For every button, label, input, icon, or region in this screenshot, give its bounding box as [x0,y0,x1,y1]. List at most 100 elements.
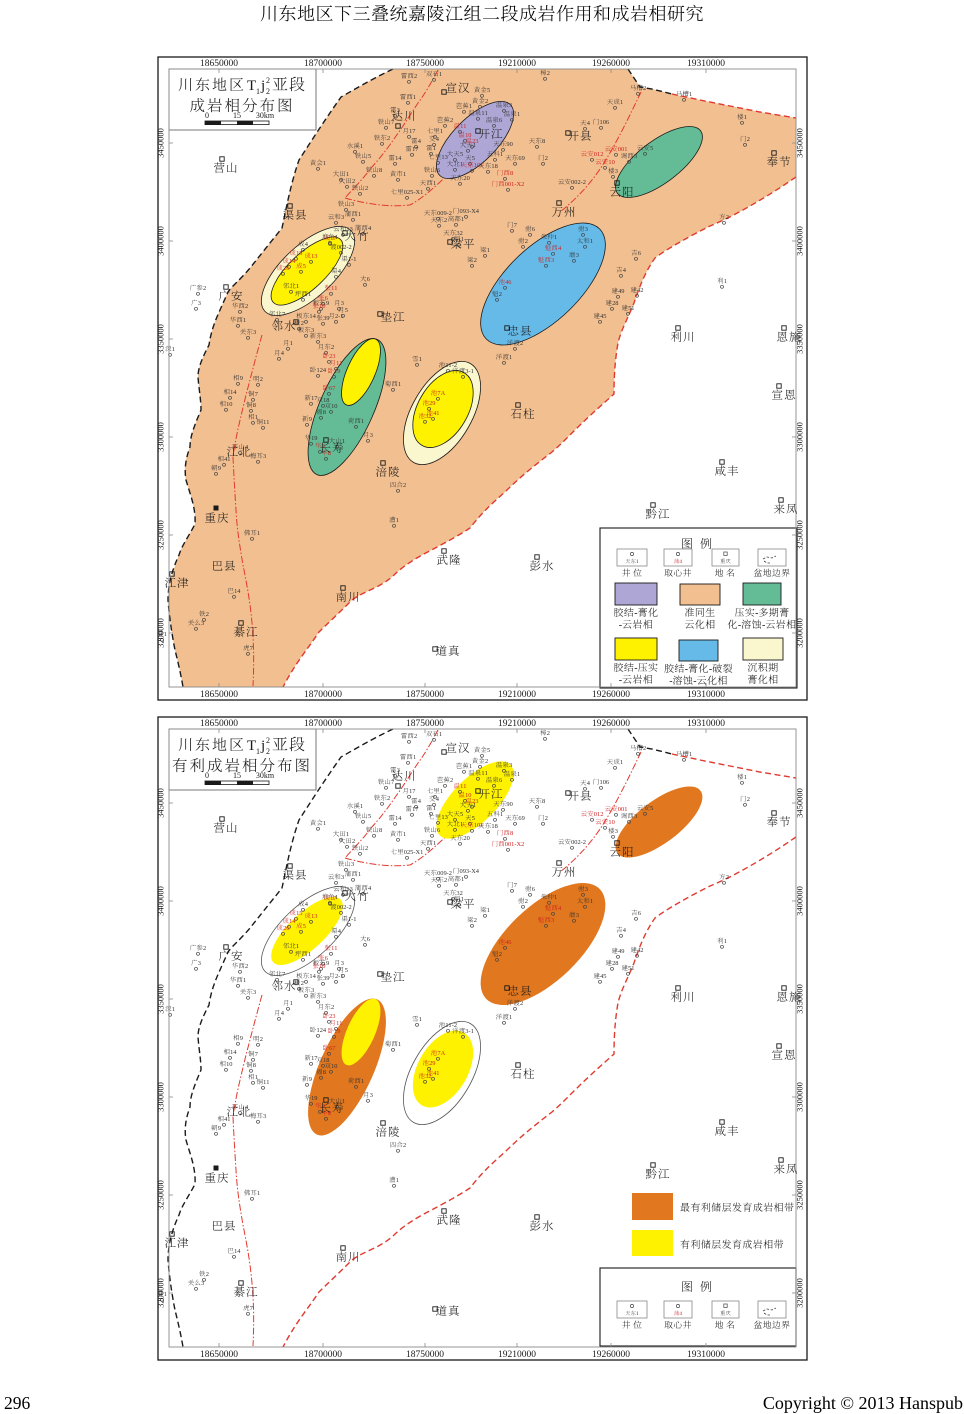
svg-text:17: 17 [311,1055,318,1062]
svg-text:10: 10 [465,792,471,799]
svg-text:6: 6 [437,167,440,174]
svg-text:13: 13 [346,226,352,233]
svg-text:6: 6 [367,936,370,943]
svg-text:1: 1 [439,731,442,738]
svg-text:1: 1 [396,517,399,524]
svg-text:1: 1 [290,1000,293,1007]
svg-text:15: 15 [296,910,302,917]
svg-text:3: 3 [253,329,256,336]
svg-text:2: 2 [203,285,206,292]
svg-text:3: 3 [198,960,201,967]
svg-text:49: 49 [618,288,624,295]
svg-text:3: 3 [323,993,326,1000]
svg-text:13: 13 [441,154,447,161]
svg-text:1: 1 [460,161,463,168]
svg-text:1-1: 1-1 [348,916,357,923]
svg-text:7: 7 [282,311,286,318]
svg-text:1: 1 [358,871,361,878]
svg-text:4: 4 [623,267,627,274]
svg-text:51: 51 [628,965,634,972]
svg-text:19: 19 [334,368,340,375]
svg-text:19260000: 19260000 [592,1350,630,1360]
svg-text:4: 4 [436,136,440,143]
svg-text:-: - [709,664,712,675]
svg-text:Copyright © 2013 Hanspub: Copyright © 2013 Hanspub [763,1393,963,1413]
svg-text:28: 28 [612,960,618,967]
svg-text:19310000: 19310000 [687,59,725,69]
svg-text:4: 4 [368,885,372,892]
svg-text:8: 8 [253,1062,256,1069]
svg-text:3400000: 3400000 [156,886,166,916]
svg-text:3: 3 [634,153,637,160]
svg-text:1: 1 [433,145,436,152]
svg-text:4: 4 [436,796,440,803]
svg-text:2: 2 [331,344,334,351]
svg-text:3: 3 [323,333,326,340]
svg-text:19260000: 19260000 [592,59,630,69]
svg-text:3: 3 [311,987,314,994]
svg-text:3200000: 3200000 [156,618,166,648]
svg-text:7: 7 [514,222,518,229]
svg-text:1: 1 [257,530,260,537]
svg-text:5: 5 [487,747,490,754]
svg-text:3: 3 [341,960,344,967]
svg-text:2: 2 [365,845,368,852]
svg-text:6: 6 [499,777,502,784]
svg-text:1: 1 [413,754,416,761]
svg-text:3450000: 3450000 [156,128,166,158]
svg-text:2: 2 [545,155,548,162]
svg-text:20: 20 [463,175,469,182]
svg-text:1: 1 [744,774,747,781]
svg-text:2: 2 [450,117,453,124]
svg-text:3350000: 3350000 [156,984,166,1014]
svg-text:1: 1 [323,820,326,827]
svg-text:1: 1 [243,977,246,984]
svg-text:296: 296 [4,1393,31,1413]
svg-text:1: 1 [433,180,436,187]
svg-text:5: 5 [345,967,348,974]
svg-text:90: 90 [506,141,512,148]
svg-text:18650000: 18650000 [200,59,238,69]
svg-text:9: 9 [309,1076,312,1083]
svg-text:13: 13 [311,253,317,260]
svg-text:7: 7 [255,391,259,398]
svg-text:001-X2: 001-X2 [505,181,525,188]
svg-text:19: 19 [311,435,317,442]
svg-text:1: 1 [358,211,361,218]
svg-text:49: 49 [618,948,624,955]
svg-text:002-2: 002-2 [337,904,352,911]
svg-text:3: 3 [263,1113,266,1120]
svg-text:3: 3 [322,443,325,450]
svg-text:4: 4 [338,928,342,935]
svg-text:3: 3 [551,257,554,264]
svg-text:1: 1 [636,1311,639,1317]
svg-text:23: 23 [472,798,478,805]
svg-text:3200000: 3200000 [795,618,805,648]
svg-text:3250000: 3250000 [156,520,166,550]
svg-text:14: 14 [234,1248,241,1255]
svg-text:11: 11 [331,285,337,292]
svg-text:7: 7 [250,1305,254,1312]
svg-text:8: 8 [510,170,513,177]
svg-text:7A: 7A [437,390,445,397]
svg-text:3: 3 [201,620,204,627]
svg-text:1: 1 [290,340,293,347]
svg-text:30km: 30km [256,111,275,120]
svg-text:23: 23 [329,1013,335,1020]
svg-text:1: 1 [164,631,167,638]
svg-text:3250000: 3250000 [156,1180,166,1210]
svg-text:5: 5 [472,155,475,162]
svg-text:4: 4 [245,444,249,451]
svg-text:8: 8 [510,830,513,837]
svg-text:1: 1 [256,87,260,96]
svg-text:1: 1 [509,354,512,361]
svg-text:3: 3 [397,107,400,114]
svg-text:39: 39 [323,975,329,982]
svg-text:101: 101 [474,162,484,169]
svg-text:1: 1 [413,94,416,101]
svg-text:1: 1 [419,1016,422,1023]
svg-text:8: 8 [542,138,545,145]
svg-text:1: 1 [398,381,401,388]
svg-text:8: 8 [328,1110,331,1117]
svg-text:9: 9 [240,1035,243,1042]
